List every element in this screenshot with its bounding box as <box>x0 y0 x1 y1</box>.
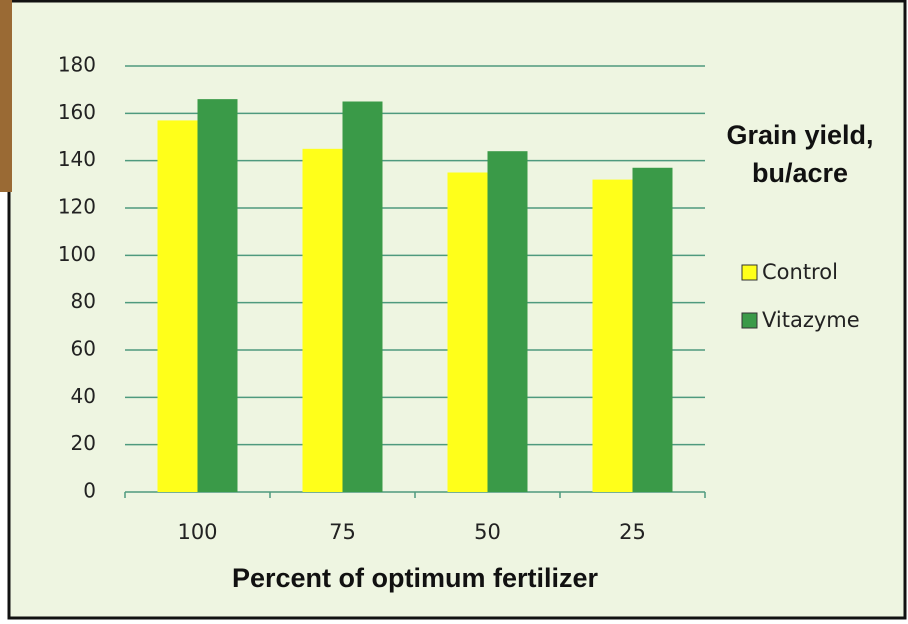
y-tick-label: 180 <box>58 53 96 77</box>
legend-swatch <box>742 265 757 280</box>
bar <box>303 149 343 492</box>
y-tick-label: 40 <box>71 384 96 408</box>
y-tick-label: 80 <box>71 289 96 313</box>
bar <box>448 173 488 493</box>
x-tick-label: 75 <box>329 520 356 544</box>
y-tick-label: 140 <box>58 147 96 171</box>
x-tick-label: 50 <box>474 520 501 544</box>
y-axis-title: Grain yield, bu/acre <box>700 116 900 192</box>
y-tick-label: 20 <box>71 431 96 455</box>
y-tick-label: 160 <box>58 100 96 124</box>
bar <box>343 102 383 493</box>
bar <box>633 168 673 492</box>
y-tick-label: 100 <box>58 242 96 266</box>
bar <box>488 151 528 492</box>
x-tick-label: 25 <box>619 520 646 544</box>
bar <box>158 120 198 492</box>
photo-edge <box>0 0 12 192</box>
legend-label: Control <box>762 260 838 284</box>
y-tick-label: 0 <box>83 479 96 503</box>
y-tick-label: 120 <box>58 195 96 219</box>
x-axis-title: Percent of optimum fertilizer <box>232 563 599 593</box>
legend-swatch <box>742 313 757 328</box>
x-tick-label: 100 <box>177 520 217 544</box>
page: Percent of optimum fertilizer 0 20 40 60 80 1… <box>0 0 908 620</box>
chart: Percent of optimum fertilizer 0 20 40 60 80 1… <box>0 0 908 620</box>
y-tick-label: 60 <box>71 337 96 361</box>
legend-label: Vitazyme <box>762 308 860 332</box>
bar <box>593 180 633 492</box>
bar <box>198 99 238 492</box>
